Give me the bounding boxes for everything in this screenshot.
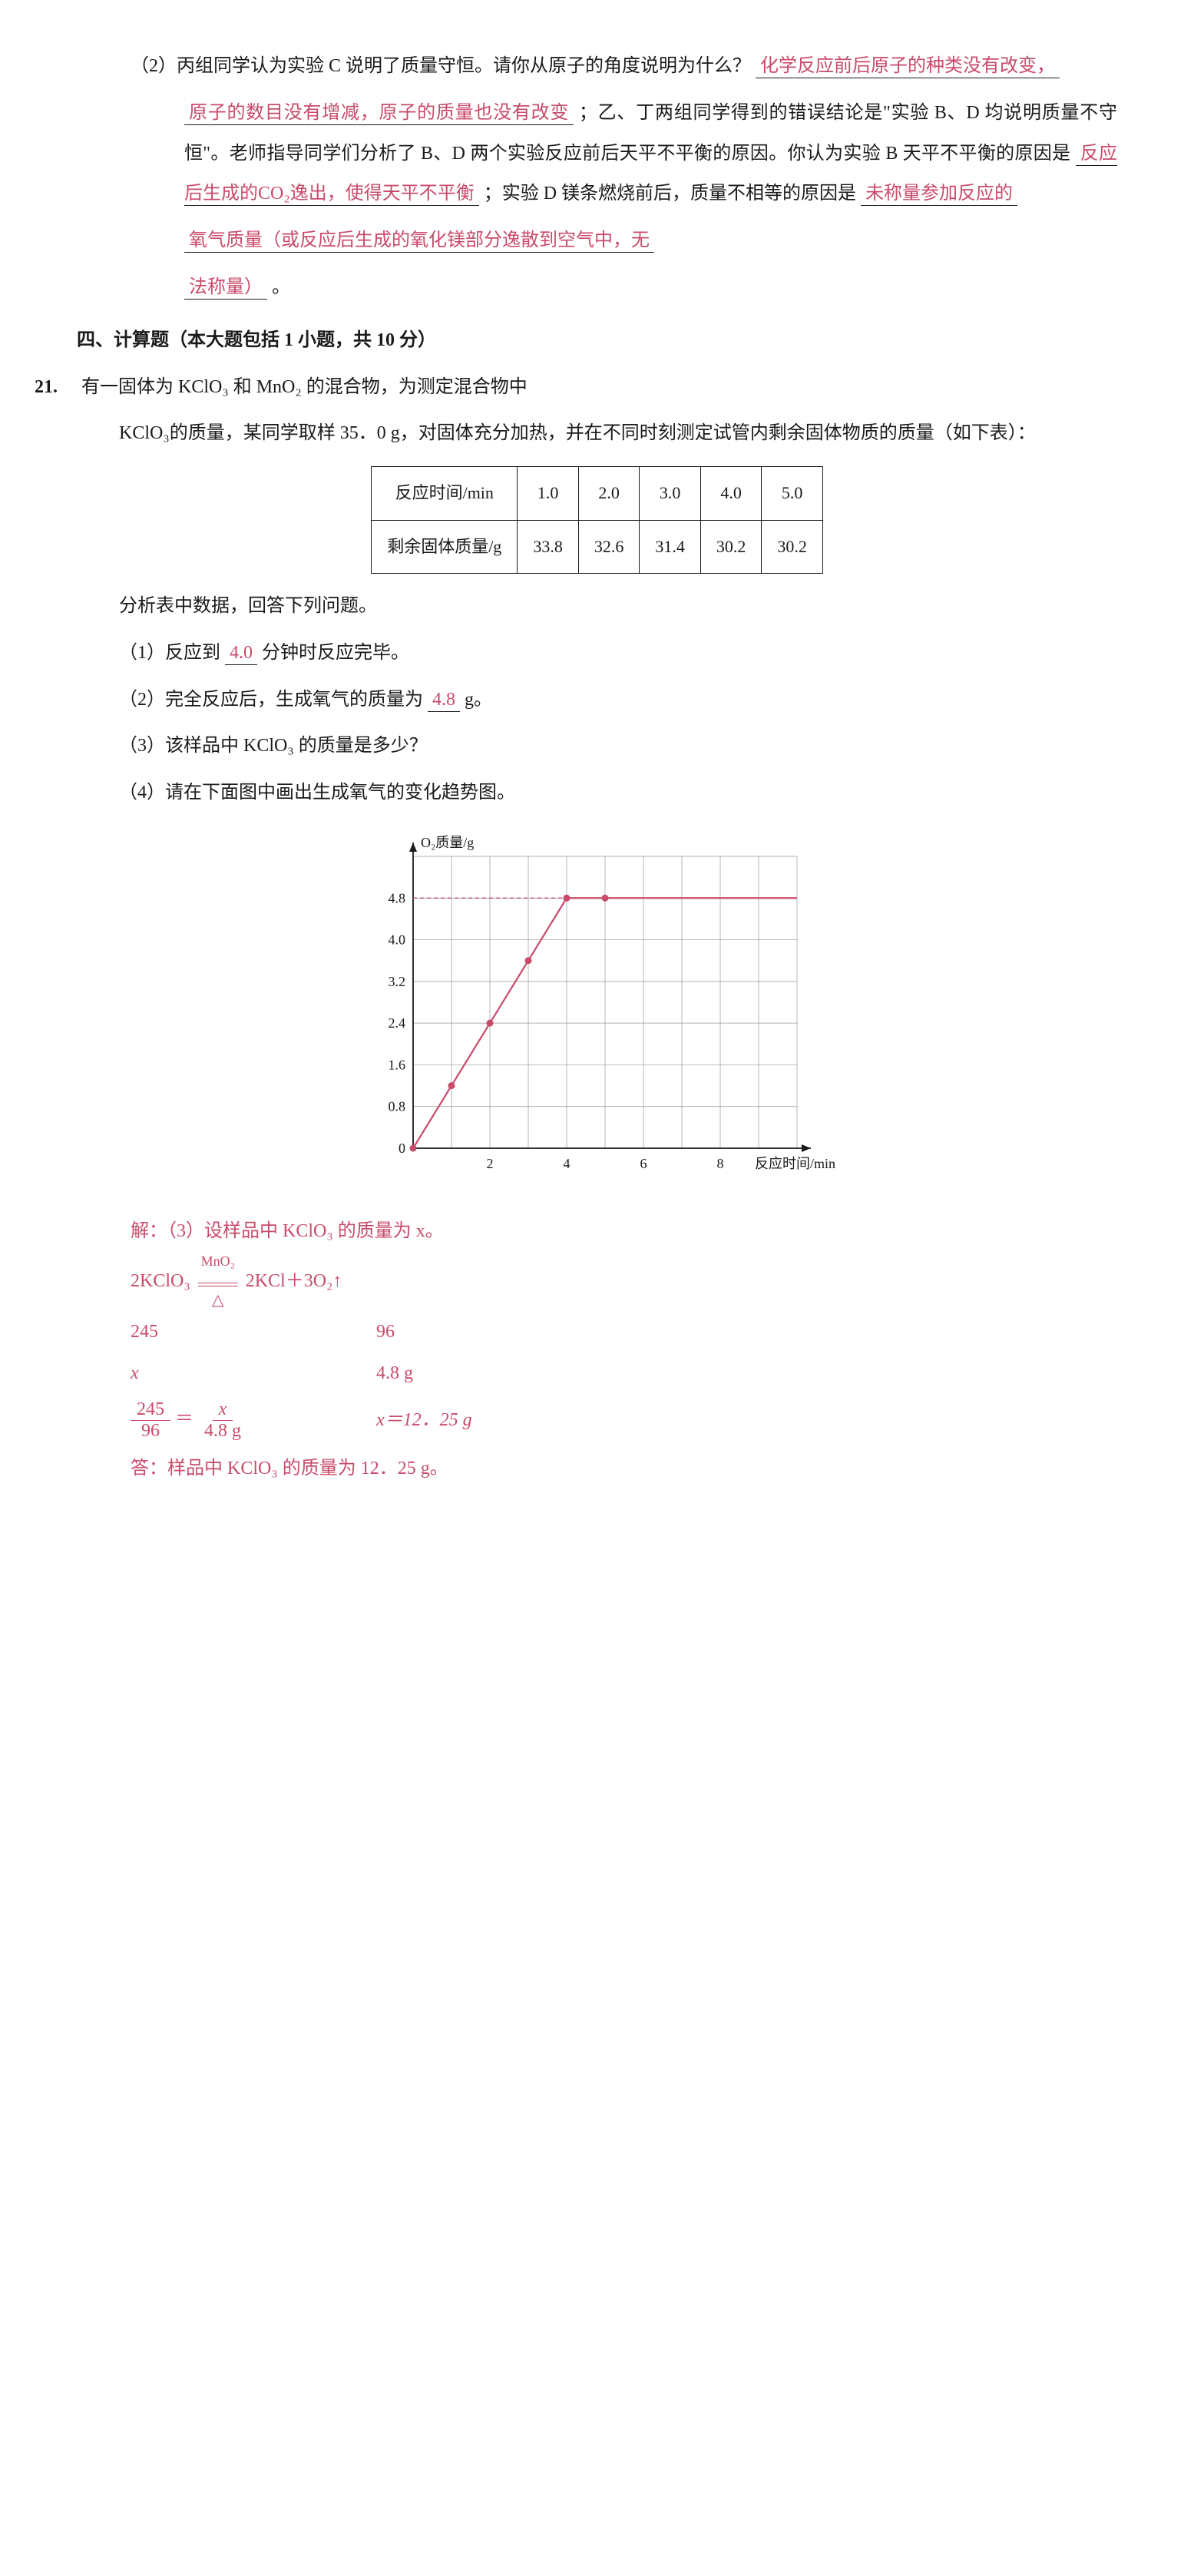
eq-left: 2KClO₃ (131, 1271, 190, 1291)
q20-sub2-ans3b: 氧气质量（或反应后生成的氧化镁部分逸散到空气中，无 (184, 230, 654, 253)
q21-stem1: 有一固体为 KClO₃ 和 MnO₂ 的混合物，为测定混合物中 (81, 377, 528, 397)
catalyst: MnO₂ (201, 1242, 235, 1280)
svg-text:3.2: 3.2 (388, 974, 405, 989)
frac-left: 245 96 (131, 1399, 170, 1441)
q20-sub2-lead: （2）丙组同学认为实验 C 说明了质量守恒。请你从原子的角度说明为什么？ (131, 56, 751, 76)
q21-sub4: （4）请在下面图中画出生成氧气的变化趋势图。 (77, 773, 1117, 813)
var-left: x (131, 1355, 376, 1392)
q21-sub1-ans: 4.0 (225, 643, 257, 665)
q21-sub1: （1）反应到 4.0 分钟时反应完毕。 (77, 633, 1117, 674)
table-cell: 1.0 (518, 467, 579, 520)
q20-sub2-tail3: 。 (272, 277, 290, 297)
q20-sub2-line4: 法称量） 。 (77, 267, 1117, 308)
q21-sub3: （3）该样品中 KClO₃ 的质量是多少？ (77, 726, 1117, 767)
svg-text:O₂质量/g: O₂质量/g (421, 835, 474, 850)
solution-block: 解：（3）设样品中 KClO₃ 的质量为 x。 2KClO₃ MnO₂ △ 2K… (77, 1213, 1117, 1487)
mass-row: 245 96 (131, 1313, 1117, 1350)
table-cell: 4.0 (700, 467, 762, 520)
table-cell: 32.6 (578, 520, 640, 573)
heat-symbol: △ (212, 1279, 224, 1323)
svg-text:2.4: 2.4 (388, 1015, 405, 1031)
table-row: 反应时间/min 1.0 2.0 3.0 4.0 5.0 (372, 467, 823, 520)
q21-sub2-ans: 4.8 (428, 690, 460, 712)
q21-stem-line2: KClO₃的质量，某同学取样 35．0 g，对固体充分加热，并在不同时刻测定试管… (77, 413, 1117, 454)
q20-sub2-ans3c: 法称量） (184, 277, 267, 300)
q21-data-table: 反应时间/min 1.0 2.0 3.0 4.0 5.0 剩余固体质量/g 33… (371, 466, 823, 574)
table-cell: 5.0 (762, 467, 823, 520)
q20-sub2-ans1a: 化学反应前后原子的种类没有改变， (756, 56, 1060, 78)
svg-text:4.0: 4.0 (388, 932, 405, 948)
svg-text:6: 6 (640, 1156, 647, 1171)
solution-answer: 答：样品中 KClO₃ 的质量为 12．25 g。 (131, 1450, 1117, 1487)
svg-text:1.6: 1.6 (388, 1057, 405, 1072)
q20-sub2-tail2: ；实验 D 镁条燃烧前后，质量不相等的原因是 (484, 184, 856, 204)
chart-container: 0 0.8 1.6 2.4 3.2 4.0 4.8 2 4 6 8 O₂质量/g 反应时间/min (77, 826, 1117, 1194)
q20-sub2-line3: 氧气质量（或反应后生成的氧化镁部分逸散到空气中，无 (77, 220, 1117, 261)
mass-right: 96 (376, 1313, 530, 1350)
table-row: 剩余固体质量/g 33.8 32.6 31.4 30.2 30.2 (372, 520, 823, 573)
result: x＝12．25 g (376, 1402, 530, 1439)
table-header-time: 反应时间/min (372, 467, 518, 520)
table-cell: 31.4 (640, 520, 701, 573)
table-cell: 30.2 (700, 520, 762, 573)
solution-equation: 2KClO₃ MnO₂ △ 2KCl＋3O₂↑ (131, 1256, 1117, 1307)
q20-sub2-line2: 原子的数目没有增减，原子的质量也没有改变 ；乙、丁两组同学得到的错误结论是"实验… (77, 93, 1117, 214)
q21-sub1-a: （1）反应到 (119, 643, 220, 663)
mass-left: 245 (131, 1313, 376, 1350)
table-cell: 33.8 (518, 520, 579, 573)
q21-stem-line1: 21. 有一固体为 KClO₃ 和 MnO₂ 的混合物，为测定混合物中 (77, 367, 1117, 408)
reaction-arrow: MnO₂ △ (198, 1256, 238, 1307)
svg-text:4: 4 (563, 1156, 570, 1171)
q20-sub2: （2）丙组同学认为实验 C 说明了质量守恒。请你从原子的角度说明为什么？ 化学反… (77, 46, 1117, 87)
solution-line1: 解：（3）设样品中 KClO₃ 的质量为 x。 (131, 1213, 1117, 1250)
q21-sub2-b: g。 (465, 690, 492, 710)
table-header-mass: 剩余固体质量/g (372, 520, 518, 573)
eq-right: 2KCl＋3O₂↑ (246, 1271, 342, 1291)
var-right: 4.8 g (376, 1355, 530, 1392)
table-cell: 2.0 (578, 467, 640, 520)
q21-sub1-b: 分钟时反应完毕。 (262, 643, 409, 663)
table-cell: 3.0 (640, 467, 701, 520)
svg-text:反应时间/min: 反应时间/min (754, 1156, 835, 1171)
svg-text:2: 2 (486, 1156, 493, 1171)
var-row: x 4.8 g (131, 1355, 1117, 1392)
o2-mass-chart: 0 0.8 1.6 2.4 3.2 4.0 4.8 2 4 6 8 O₂质量/g 反应时间/min (352, 826, 843, 1194)
svg-text:0.8: 0.8 (388, 1099, 405, 1114)
proportion: 245 96 ＝ x 4.8 g (131, 1399, 376, 1441)
table-cell: 30.2 (762, 520, 823, 573)
q21-sub2-a: （2）完全反应后，生成氧气的质量为 (119, 690, 423, 710)
proportion-row: 245 96 ＝ x 4.8 g x＝12．25 g (131, 1399, 1117, 1441)
section-4-title: 四、计算题（本大题包括 1 小题，共 10 分） (77, 320, 1117, 361)
svg-text:4.8: 4.8 (388, 890, 405, 906)
q21-sub2: （2）完全反应后，生成氧气的质量为 4.8 g。 (77, 680, 1117, 720)
svg-text:0: 0 (399, 1141, 405, 1156)
q20-sub2-ans1b: 原子的数目没有增减，原子的质量也没有改变 (184, 103, 574, 125)
frac-right: x 4.8 g (198, 1399, 247, 1441)
q21-after-table: 分析表中数据，回答下列问题。 (77, 586, 1117, 627)
q20-sub2-ans3a: 未称量参加反应的 (861, 184, 1017, 206)
svg-text:8: 8 (716, 1156, 723, 1171)
